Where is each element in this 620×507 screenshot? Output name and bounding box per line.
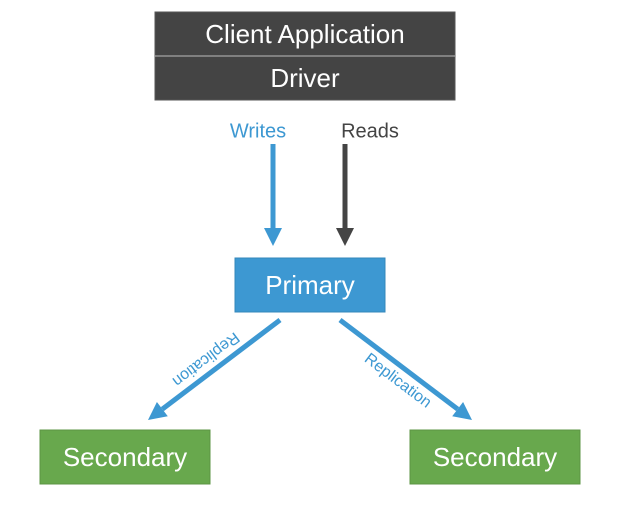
- reads-label: Reads: [341, 120, 399, 142]
- secondary-left-node: Secondary: [40, 430, 210, 484]
- writes-label: Writes: [230, 120, 286, 142]
- primary-node: Primary: [235, 258, 385, 312]
- client-box: Client Application Driver: [155, 12, 455, 100]
- secondary-left-node-label: Secondary: [63, 442, 187, 472]
- secondary-right-node: Secondary: [410, 430, 580, 484]
- client-app-label: Client Application: [205, 19, 404, 49]
- driver-label: Driver: [270, 63, 340, 93]
- secondary-right-node-label: Secondary: [433, 442, 557, 472]
- primary-label: Primary: [265, 270, 355, 300]
